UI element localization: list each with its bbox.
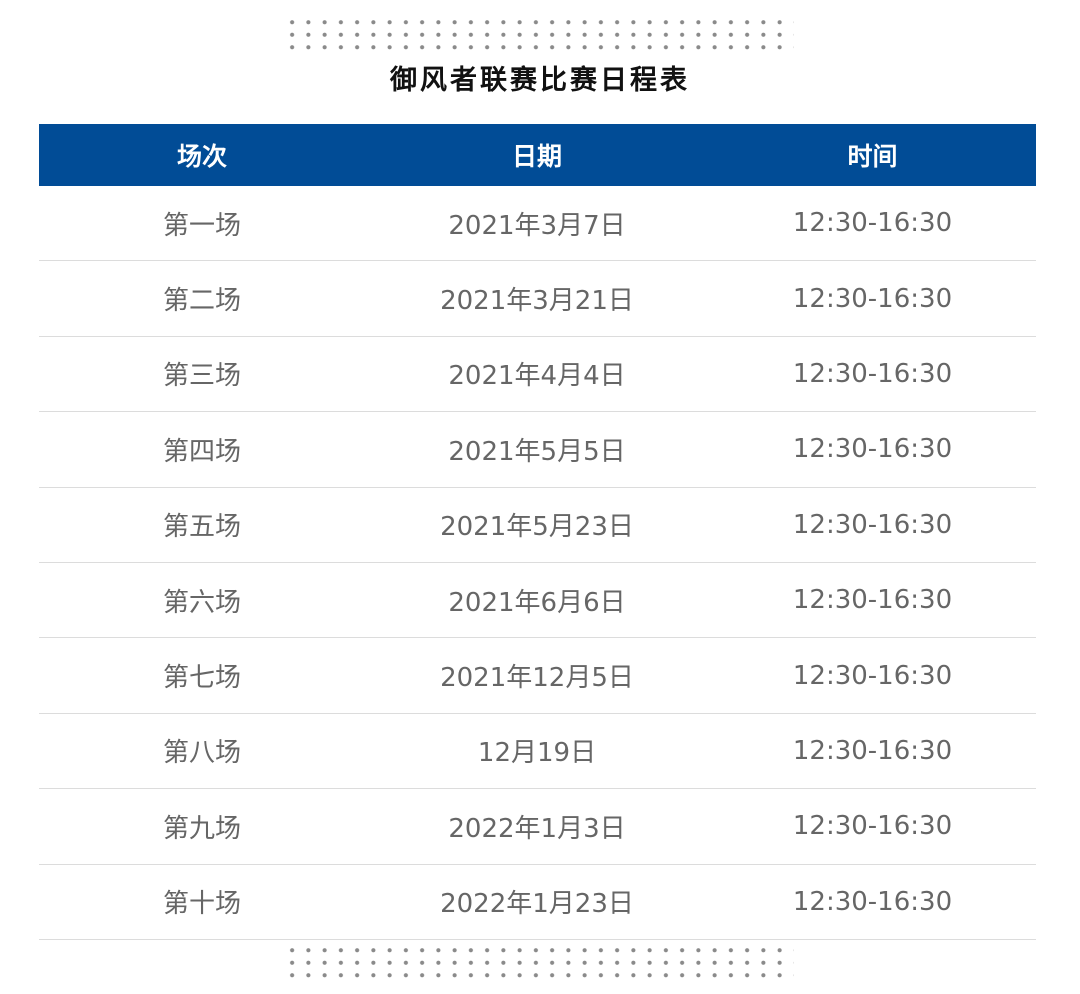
date-cell: 2021年12月5日 — [365, 637, 709, 714]
match-cell: 第七场 — [39, 637, 365, 714]
header-time: 时间 — [709, 124, 1036, 186]
date-cell: 2021年5月5日 — [365, 411, 709, 488]
table-header-row: 场次 日期 时间 — [39, 124, 1036, 186]
header-date: 日期 — [365, 124, 709, 186]
match-cell: 第八场 — [39, 713, 365, 790]
table-row: 第六场 2021年6月6日 12:30-16:30 — [39, 562, 1036, 639]
match-cell: 第五场 — [39, 487, 365, 563]
time-cell: 12:30-16:30 — [709, 411, 1036, 488]
schedule-table: 场次 日期 时间 第一场 2021年3月7日 12:30-16:30 第二场 2021年… — [39, 124, 1036, 940]
table-row: 第七场 2021年12月5日 12:30-16:30 — [39, 637, 1036, 714]
match-cell: 第六场 — [39, 562, 365, 639]
table-row: 第五场 2021年5月23日 12:30-16:30 — [39, 487, 1036, 563]
header-match: 场次 — [39, 124, 365, 186]
time-cell: 12:30-16:30 — [709, 637, 1036, 714]
match-cell: 第三场 — [39, 336, 365, 413]
date-cell: 2022年1月3日 — [365, 788, 709, 865]
match-cell: 第十场 — [39, 864, 365, 940]
time-cell: 12:30-16:30 — [709, 562, 1036, 639]
table-row: 第九场 2022年1月3日 12:30-16:30 — [39, 788, 1036, 865]
date-cell: 2021年6月6日 — [365, 562, 709, 639]
time-cell: 12:30-16:30 — [709, 186, 1036, 262]
time-cell: 12:30-16:30 — [709, 864, 1036, 940]
table-row: 第二场 2021年3月21日 12:30-16:30 — [39, 260, 1036, 337]
table-row: 第四场 2021年5月5日 12:30-16:30 — [39, 411, 1036, 488]
time-cell: 12:30-16:30 — [709, 336, 1036, 413]
dot-pattern-top-decoration — [284, 16, 794, 56]
table-row: 第八场 12月19日 12:30-16:30 — [39, 713, 1036, 790]
time-cell: 12:30-16:30 — [709, 260, 1036, 337]
match-cell: 第九场 — [39, 788, 365, 865]
date-cell: 2021年3月7日 — [365, 186, 709, 262]
match-cell: 第四场 — [39, 411, 365, 488]
time-cell: 12:30-16:30 — [709, 713, 1036, 790]
date-cell: 2022年1月23日 — [365, 864, 709, 940]
page-title: 御风者联赛比赛日程表 — [390, 65, 690, 96]
table-row: 第三场 2021年4月4日 12:30-16:30 — [39, 336, 1036, 413]
date-cell: 2021年3月21日 — [365, 260, 709, 337]
table-row: 第十场 2022年1月23日 12:30-16:30 — [39, 864, 1036, 940]
dot-pattern-bottom-decoration — [284, 944, 794, 984]
date-cell: 12月19日 — [365, 713, 709, 790]
table-row: 第一场 2021年3月7日 12:30-16:30 — [39, 186, 1036, 262]
date-cell: 2021年4月4日 — [365, 336, 709, 413]
time-cell: 12:30-16:30 — [709, 487, 1036, 563]
match-cell: 第二场 — [39, 260, 365, 337]
date-cell: 2021年5月23日 — [365, 487, 709, 563]
match-cell: 第一场 — [39, 186, 365, 262]
time-cell: 12:30-16:30 — [709, 788, 1036, 865]
